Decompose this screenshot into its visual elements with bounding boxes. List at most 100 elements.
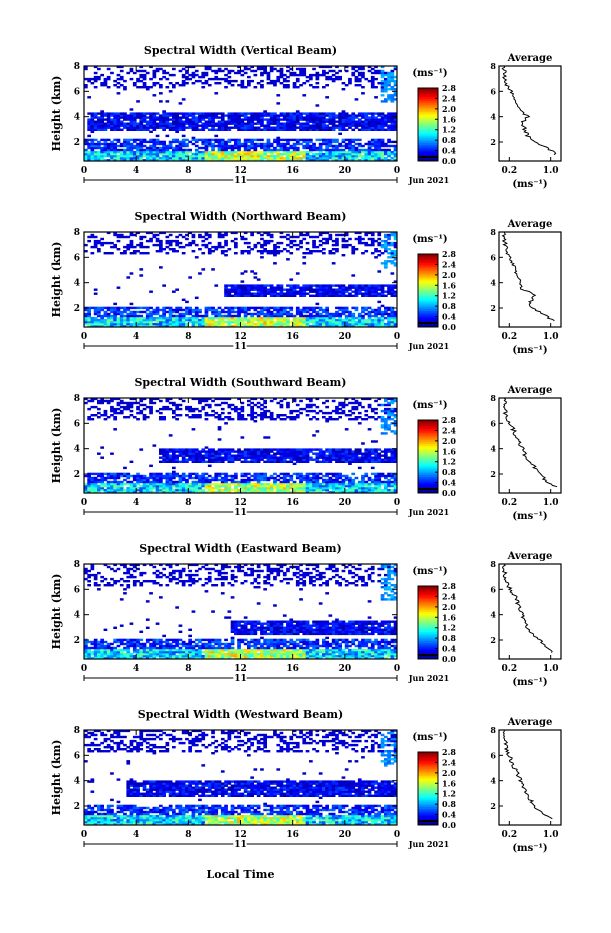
heatmap-cell bbox=[192, 315, 196, 317]
heatmap-cell bbox=[374, 116, 378, 118]
heatmap-cell bbox=[198, 475, 202, 477]
heatmap-cell bbox=[113, 307, 117, 309]
heatmap-cell bbox=[192, 74, 196, 76]
heatmap-cell bbox=[241, 118, 245, 120]
heatmap-cell bbox=[332, 78, 336, 80]
heatmap-cell bbox=[175, 448, 179, 450]
heatmap-cell bbox=[201, 315, 205, 317]
heatmap-cell bbox=[342, 139, 346, 141]
heatmap-cell bbox=[293, 287, 297, 289]
heatmap-cell bbox=[172, 471, 176, 473]
heatmap-cell bbox=[218, 473, 222, 475]
heatmap-cell bbox=[214, 123, 218, 125]
heatmap-cell bbox=[267, 416, 271, 418]
heatmap-cell bbox=[368, 143, 372, 145]
heatmap-cell bbox=[107, 121, 111, 123]
heatmap-cell bbox=[218, 483, 222, 485]
heatmap-cell bbox=[100, 129, 104, 131]
heatmap-cell bbox=[94, 139, 98, 141]
heatmap-cell bbox=[335, 234, 339, 236]
heatmap-cell bbox=[289, 416, 293, 418]
heatmap-cell bbox=[381, 100, 385, 102]
heatmap-cell bbox=[228, 309, 232, 311]
heatmap-cell bbox=[345, 139, 349, 141]
heatmap-cell bbox=[267, 155, 271, 157]
heatmap-cell bbox=[139, 268, 143, 270]
heatmap-cell bbox=[293, 284, 297, 286]
heatmap-cell bbox=[387, 94, 391, 96]
heatmap-cell bbox=[91, 129, 95, 131]
heatmap-cell bbox=[185, 139, 189, 141]
heatmap-cell bbox=[384, 309, 388, 311]
heatmap-cell bbox=[221, 129, 225, 131]
heatmap-cell bbox=[241, 284, 245, 286]
heatmap-cell bbox=[332, 317, 336, 319]
heatmap-cell bbox=[296, 121, 300, 123]
heatmap-cell bbox=[214, 412, 218, 414]
heatmap-cell bbox=[104, 242, 108, 244]
heatmap-cell bbox=[169, 307, 173, 309]
heatmap-cell bbox=[162, 317, 166, 319]
heatmap-cell bbox=[91, 477, 95, 479]
heatmap-cell bbox=[361, 287, 365, 289]
heatmap-cell bbox=[299, 234, 303, 236]
heatmap-cell bbox=[286, 475, 290, 477]
heatmap-cell bbox=[166, 236, 170, 238]
heatmap-cell bbox=[280, 118, 284, 120]
heatmap-cell bbox=[312, 74, 316, 76]
heatmap-cell bbox=[345, 240, 349, 242]
heatmap-cell bbox=[283, 295, 287, 297]
heatmap-cell bbox=[218, 116, 222, 118]
heatmap-cell bbox=[198, 125, 202, 127]
heatmap-cell bbox=[208, 151, 212, 153]
heatmap-cell bbox=[319, 143, 323, 145]
heatmap-cell bbox=[97, 76, 101, 78]
heatmap-cell bbox=[374, 86, 378, 88]
heatmap-cell bbox=[368, 112, 372, 114]
heatmap-cell bbox=[257, 473, 261, 475]
heatmap-cell bbox=[257, 129, 261, 131]
heatmap-cell bbox=[136, 315, 140, 317]
heatmap-cell bbox=[280, 477, 284, 479]
heatmap-cell bbox=[267, 82, 271, 84]
heatmap-cell bbox=[260, 151, 264, 153]
heatmap-cell bbox=[237, 309, 241, 311]
heatmap-cell bbox=[208, 143, 212, 145]
heatmap-cell bbox=[123, 143, 127, 145]
heatmap-cell bbox=[391, 272, 395, 274]
heatmap-cell bbox=[391, 86, 395, 88]
heatmap-cell bbox=[260, 250, 264, 252]
heatmap-cell bbox=[358, 72, 362, 74]
heatmap-cell bbox=[201, 74, 205, 76]
heatmap-cell bbox=[384, 98, 388, 100]
heatmap-cell bbox=[208, 307, 212, 309]
heatmap-cell bbox=[192, 240, 196, 242]
heatmap-cell bbox=[273, 248, 277, 250]
heatmap-cell bbox=[391, 70, 395, 72]
heatmap-cell bbox=[244, 129, 248, 131]
heatmap-cell bbox=[211, 483, 215, 485]
heatmap-cell bbox=[201, 236, 205, 238]
heatmap-cell bbox=[224, 295, 228, 297]
heatmap-cell bbox=[113, 408, 117, 410]
heatmap-cell bbox=[384, 264, 388, 266]
heatmap-cell bbox=[302, 139, 306, 141]
heatmap-cell bbox=[211, 129, 215, 131]
heatmap-cell bbox=[319, 112, 323, 114]
heatmap-cell bbox=[260, 309, 264, 311]
heatmap-cell bbox=[182, 151, 186, 153]
heatmap-cell bbox=[342, 295, 346, 297]
heatmap-cell bbox=[182, 236, 186, 238]
heatmap-cell bbox=[247, 116, 251, 118]
heatmap-cell bbox=[286, 406, 290, 408]
heatmap-cell bbox=[166, 100, 170, 102]
heatmap-cell bbox=[371, 295, 375, 297]
heatmap-cell bbox=[345, 151, 349, 153]
heatmap-cell bbox=[185, 309, 189, 311]
colorbar-segment bbox=[418, 269, 438, 271]
heatmap-cell bbox=[302, 309, 306, 311]
colorbar-tick-label: 0.8 bbox=[442, 135, 456, 145]
heatmap-cell bbox=[257, 143, 261, 145]
heatmap-cell bbox=[244, 461, 248, 463]
heatmap-cell bbox=[130, 410, 134, 412]
